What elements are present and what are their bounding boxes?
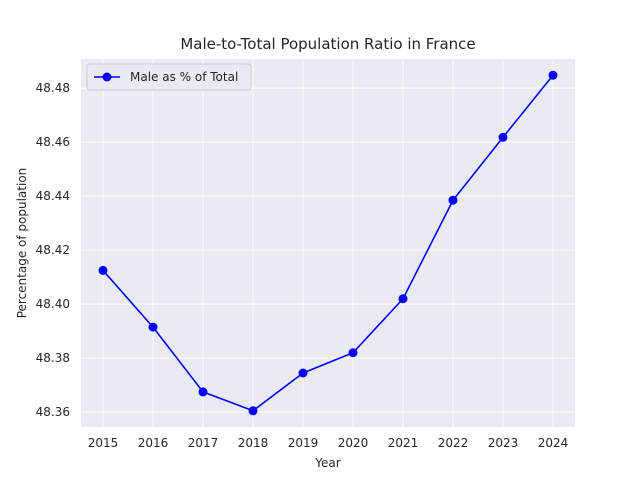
y-tick-label: 48.38 — [36, 351, 70, 365]
series-line — [102, 74, 554, 412]
series-layer — [98, 70, 558, 416]
data-point — [348, 348, 358, 358]
x-tick-label: 2019 — [288, 436, 319, 450]
x-axis-label: Year — [314, 456, 340, 470]
x-tick-label: 2017 — [188, 436, 219, 450]
data-point — [248, 406, 258, 416]
data-point — [148, 322, 158, 332]
x-tick-label: 2018 — [238, 436, 269, 450]
grid-lines — [81, 59, 575, 427]
y-tick-label: 48.46 — [36, 135, 70, 149]
x-tick-label: 2023 — [488, 436, 519, 450]
y-tick-label: 48.36 — [36, 405, 70, 419]
y-tick-label: 48.44 — [36, 189, 70, 203]
legend-entry-label: Male as % of Total — [130, 70, 238, 84]
data-point — [448, 195, 458, 205]
plot-area — [81, 59, 575, 427]
y-tick-label: 48.40 — [36, 297, 70, 311]
legend-box — [86, 63, 252, 91]
data-point — [548, 70, 558, 80]
chart-title: Male-to-Total Population Ratio in France — [180, 35, 475, 53]
y-tick-label: 48.42 — [36, 243, 70, 257]
y-tick-label: 48.48 — [36, 81, 70, 95]
data-point — [98, 265, 108, 275]
x-tick-label: 2016 — [138, 436, 169, 450]
data-point — [198, 387, 208, 397]
y-axis-label: Percentage of population — [15, 168, 29, 319]
x-tick-label: 2020 — [338, 436, 369, 450]
data-point — [298, 368, 308, 378]
x-tick-label: 2022 — [438, 436, 469, 450]
x-tick-label: 2021 — [388, 436, 419, 450]
x-tick-label: 2015 — [88, 436, 119, 450]
legend-marker — [102, 72, 112, 82]
legend: Male as % of Total — [86, 63, 252, 91]
data-point — [498, 132, 508, 142]
x-tick-label: 2024 — [538, 436, 569, 450]
data-point — [398, 294, 408, 304]
tick-labels: 2015 2016 2017 2018 2019 2020 2021 2022 2023 2024… — [36, 81, 569, 450]
